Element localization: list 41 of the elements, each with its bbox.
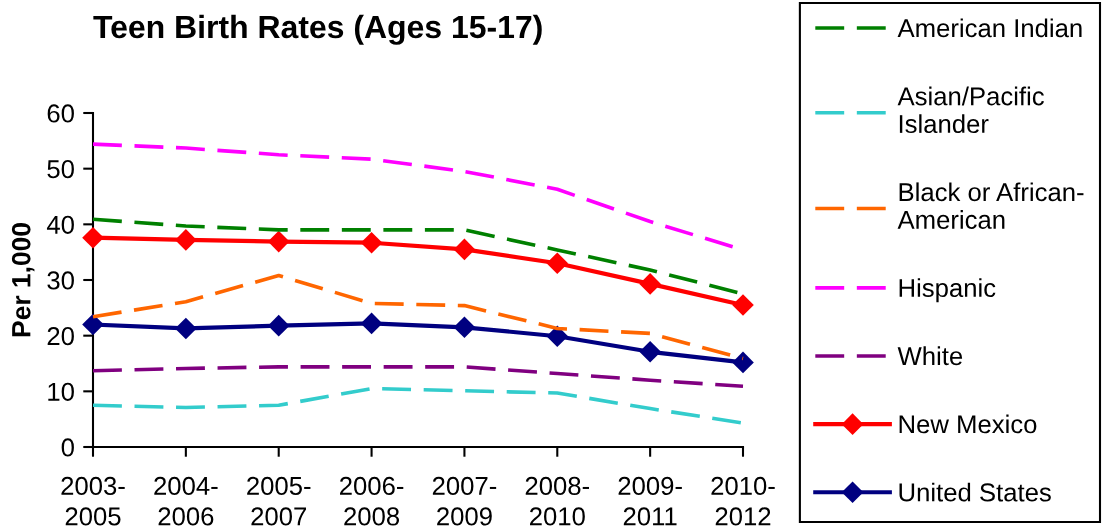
legend-label: White [897, 346, 963, 366]
legend-label: American Indian [897, 18, 1082, 38]
y-tick-label: 20 [47, 327, 74, 346]
point [82, 226, 104, 249]
point [360, 231, 383, 254]
chart-title: Teen Birth Rates (Ages 15-17) [93, 14, 542, 45]
line-series [91, 365, 745, 389]
x-tick-label: 2007-2009 [432, 476, 497, 526]
point [175, 317, 197, 340]
point [82, 313, 104, 336]
x-tick-label: 2005-2007 [247, 476, 311, 526]
legend-label: Asian/Pacific Islander [897, 86, 1044, 134]
x-tick-label: 2004-2006 [154, 476, 218, 526]
point [639, 273, 661, 295]
y-tick-label: 40 [46, 215, 74, 234]
legend-label: Black or African-American [897, 182, 1084, 229]
y-axis-title: Per 1,000 [11, 223, 35, 337]
y-tick-label: 30 [47, 271, 74, 290]
legend-label: United States [899, 482, 1051, 502]
point [639, 341, 661, 363]
x-tick-label: 2003-2005 [61, 476, 125, 526]
point [267, 314, 290, 337]
x-tick-label: 2010-2012 [711, 476, 775, 526]
y-tick-label: 60 [47, 104, 74, 123]
point [453, 238, 476, 261]
y-tick-label: 10 [48, 382, 74, 401]
point [732, 294, 754, 316]
x-tick-label: 2008-2010 [525, 476, 590, 526]
x-tick-label: 2006-2008 [340, 476, 404, 526]
point [546, 252, 569, 275]
y-tick-label: 0 [61, 438, 74, 457]
point [546, 325, 569, 348]
legend-label: New Mexico [899, 414, 1037, 434]
point [453, 316, 476, 339]
point [360, 312, 383, 335]
legend-label: Hispanic [899, 278, 996, 303]
point [732, 351, 754, 374]
y-tick-label: 50 [47, 160, 74, 179]
point [175, 229, 197, 251]
x-tick-label: 2009-2011 [618, 476, 682, 526]
point [267, 230, 290, 253]
